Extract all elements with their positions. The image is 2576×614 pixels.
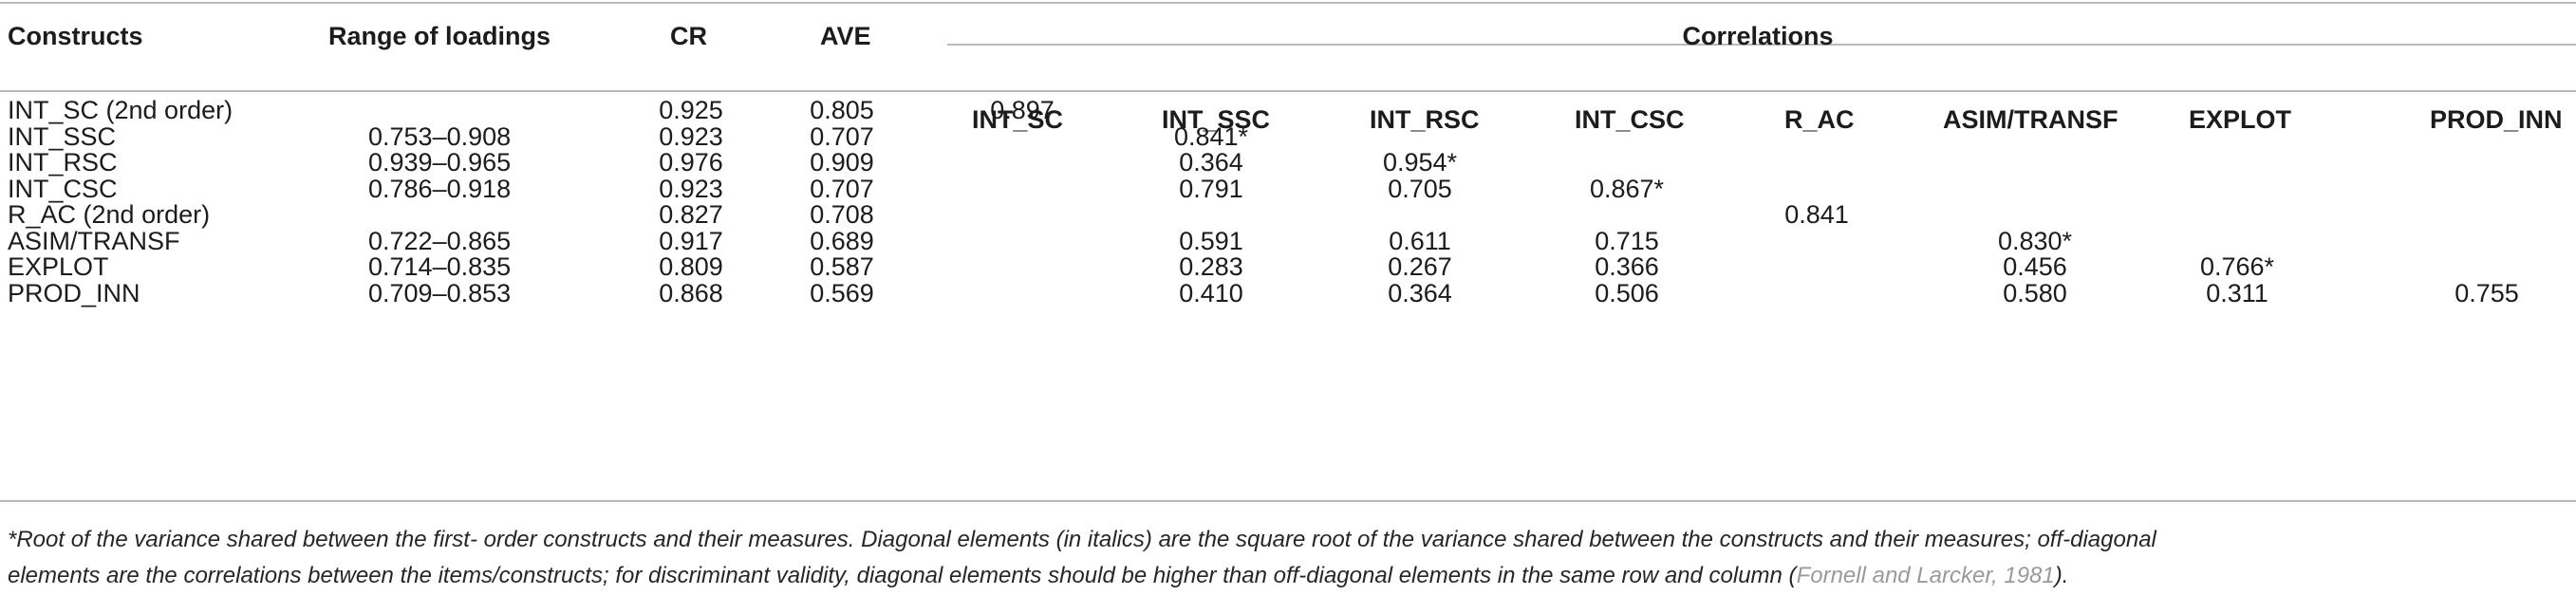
- corr-asim-transf-asim-transf: 0.830*: [1997, 226, 2073, 255]
- corr-int-csc-int-csc: 0.867*: [1589, 174, 1665, 203]
- range-of-loadings-int-csc: 0.786–0.918: [368, 174, 512, 203]
- construct-name-int-sc: INT_SC (2nd order): [8, 96, 233, 124]
- header-corr-int-rsc: INT_RSC: [1370, 105, 1480, 134]
- ave-value-int-sc: 0.805: [810, 96, 874, 124]
- construct-name-int-csc: INT_CSC: [8, 174, 118, 203]
- corr-int-ssc-int-ssc: 0.841*: [1173, 121, 1249, 151]
- range-of-loadings-prod-inn: 0.709–0.853: [368, 278, 512, 307]
- cr-value-asim-transf: 0.917: [659, 226, 723, 255]
- header-corr-int-sc: INT_SC: [972, 105, 1064, 134]
- corr-prod-inn-asim-transf: 0.580: [2003, 278, 2067, 307]
- corr-prod-inn-int-ssc: 0.410: [1179, 278, 1243, 307]
- footnote-text: elements are the correlations between th…: [8, 563, 1797, 588]
- correlations-rule: [947, 44, 2576, 46]
- cr-value-int-rsc: 0.976: [659, 148, 723, 177]
- header-cr: CR: [670, 22, 707, 50]
- corr-int-rsc-int-rsc: 0.954*: [1382, 148, 1458, 177]
- header-corr-explot: EXPLOT: [2189, 105, 2292, 134]
- cr-value-int-csc: 0.923: [659, 174, 723, 203]
- ave-value-asim-transf: 0.689: [810, 226, 874, 255]
- footnote-line-2: elements are the correlations between th…: [8, 561, 2068, 591]
- corr-int-csc-int-ssc: 0.791: [1179, 174, 1243, 203]
- corr-int-csc-int-rsc: 0.705: [1388, 174, 1452, 203]
- cr-value-prod-inn: 0.868: [659, 278, 723, 307]
- range-of-loadings-asim-transf: 0.722–0.865: [368, 226, 512, 255]
- footnote-line-1: *Root of the variance shared between the…: [8, 527, 2156, 552]
- construct-name-asim-transf: ASIM/TRANSF: [8, 226, 180, 255]
- header-bottom-rule: [0, 90, 2576, 92]
- header-corr-asim-transf: ASIM/TRANSF: [1943, 105, 2119, 134]
- corr-asim-transf-int-csc: 0.715: [1595, 226, 1659, 255]
- header-corr-int-ssc: INT_SSC: [1162, 105, 1271, 134]
- corr-explot-int-rsc: 0.267: [1388, 252, 1452, 281]
- cr-value-r-ac: 0.827: [659, 200, 723, 229]
- range-of-loadings-int-ssc: 0.753–0.908: [368, 121, 512, 151]
- corr-explot-int-ssc: 0.283: [1179, 252, 1243, 281]
- corr-explot-int-csc: 0.366: [1595, 252, 1659, 281]
- corr-prod-inn-explot: 0.311: [2206, 278, 2268, 307]
- ave-value-int-ssc: 0.707: [810, 121, 874, 151]
- cr-value-int-ssc: 0.923: [659, 121, 723, 151]
- table-bottom-rule: [0, 500, 2576, 502]
- citation-link[interactable]: Fornell and Larcker, 1981: [1796, 563, 2055, 588]
- range-of-loadings-int-rsc: 0.939–0.965: [368, 148, 512, 177]
- header-correlations: Correlations: [1682, 22, 1834, 50]
- construct-name-r-ac: R_AC (2nd order): [8, 200, 211, 229]
- top-rule: [0, 2, 2576, 4]
- header-ave: AVE: [820, 22, 871, 50]
- corr-int-rsc-int-ssc: 0.364: [1179, 148, 1243, 177]
- corr-r-ac-r-ac: 0.841: [1784, 200, 1849, 229]
- range-of-loadings-explot: 0.714–0.835: [368, 252, 512, 281]
- construct-name-prod-inn: PROD_INN: [8, 278, 140, 307]
- construct-name-explot: EXPLOT: [8, 252, 109, 281]
- corr-prod-inn-prod-inn: 0.755: [2455, 278, 2519, 307]
- corr-int-sc-int-sc: 0.897: [990, 96, 1055, 124]
- construct-name-int-ssc: INT_SSC: [8, 121, 117, 151]
- header-corr-prod-inn: PROD_INN: [2430, 105, 2563, 134]
- header-range-of-loadings: Range of loadings: [328, 22, 551, 50]
- ave-value-r-ac: 0.708: [810, 200, 874, 229]
- corr-explot-explot: 0.766*: [2199, 252, 2275, 281]
- corr-asim-transf-int-ssc: 0.591: [1179, 226, 1243, 255]
- ave-value-int-csc: 0.707: [810, 174, 874, 203]
- cr-value-explot: 0.809: [659, 252, 723, 281]
- corr-prod-inn-int-csc: 0.506: [1595, 278, 1659, 307]
- ave-value-int-rsc: 0.909: [810, 148, 874, 177]
- construct-name-int-rsc: INT_RSC: [8, 148, 118, 177]
- header-corr-r-ac: R_AC: [1784, 105, 1855, 134]
- corr-explot-asim-transf: 0.456: [2003, 252, 2067, 281]
- corr-asim-transf-int-rsc: 0.611: [1389, 226, 1451, 255]
- cr-value-int-sc: 0.925: [659, 96, 723, 124]
- ave-value-prod-inn: 0.569: [810, 278, 874, 307]
- corr-prod-inn-int-rsc: 0.364: [1388, 278, 1452, 307]
- ave-value-explot: 0.587: [810, 252, 874, 281]
- footnote-end: ).: [2054, 563, 2069, 588]
- header-corr-int-csc: INT_CSC: [1575, 105, 1685, 134]
- header-constructs: Constructs: [8, 22, 143, 50]
